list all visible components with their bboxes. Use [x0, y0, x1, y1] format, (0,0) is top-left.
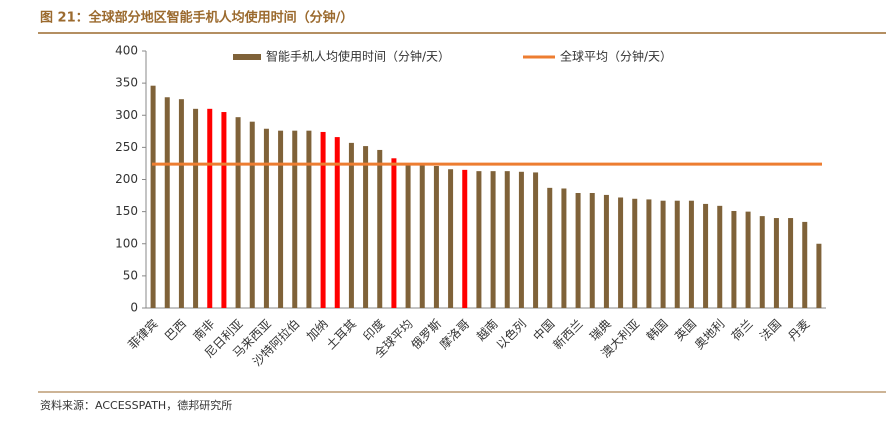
bar [292, 130, 298, 308]
bar [802, 221, 808, 308]
bar [717, 205, 723, 308]
bar [235, 117, 241, 309]
bar [745, 211, 751, 308]
bar [462, 169, 468, 308]
bar [207, 108, 213, 308]
bar [589, 192, 595, 308]
bar [306, 130, 312, 308]
bar [221, 112, 227, 308]
bar [504, 171, 510, 308]
bar [561, 188, 567, 308]
x-tick-label: 巴西 [162, 317, 189, 344]
bar [603, 194, 609, 308]
x-tick-label: 以色列 [494, 317, 529, 352]
y-tick-label: 50 [123, 268, 138, 282]
bar [518, 171, 524, 308]
x-tick-label: 奥地利 [692, 317, 727, 352]
bar [618, 197, 624, 308]
bar [249, 121, 255, 308]
bar [632, 198, 638, 308]
bar [759, 216, 765, 308]
bar [405, 164, 411, 308]
x-tick-label: 土耳其 [324, 317, 359, 352]
bar [164, 97, 170, 308]
bar [773, 218, 779, 308]
y-tick-label: 200 [115, 172, 138, 186]
x-tick-label: 荷兰 [729, 317, 756, 344]
chart-title: 图 21：全球部分地区智能手机人均使用时间（分钟/） [40, 10, 353, 26]
y-tick-label: 250 [115, 140, 138, 154]
y-tick-label: 350 [115, 76, 138, 90]
bar [278, 130, 284, 308]
y-tick-label: 0 [130, 301, 138, 315]
bar [688, 200, 694, 308]
x-tick-label: 俄罗斯 [409, 317, 444, 352]
bar [490, 171, 496, 308]
x-tick-label: 菲律宾 [125, 316, 161, 352]
bar [377, 149, 383, 308]
bar [660, 200, 666, 308]
bar [178, 99, 184, 308]
bar [533, 172, 539, 308]
y-tick-label: 100 [115, 236, 138, 250]
bar [788, 218, 794, 308]
bar [150, 85, 156, 308]
bar [448, 169, 454, 308]
bar [674, 200, 680, 308]
bar [703, 203, 709, 308]
bar [575, 192, 581, 308]
bar [391, 158, 397, 308]
bar [816, 243, 822, 308]
x-tick-label: 韩国 [643, 316, 671, 344]
bar [419, 165, 425, 308]
y-tick-label: 400 [115, 44, 138, 58]
bar [363, 146, 369, 308]
bar [348, 142, 354, 308]
bar [476, 171, 482, 308]
y-tick-label: 300 [115, 108, 138, 122]
source: 资料来源：ACCESSPATH，德邦研究所 [40, 398, 232, 412]
bar [646, 199, 652, 308]
x-tick-label: 摩洛哥 [436, 316, 472, 352]
x-tick-label: 新西兰 [550, 316, 586, 352]
bar [334, 137, 340, 308]
x-tick-label: 法国 [757, 317, 784, 344]
bar [731, 210, 737, 308]
bar [193, 108, 199, 308]
bar [433, 166, 439, 308]
y-tick-label: 150 [115, 204, 138, 218]
legend-swatch [233, 54, 261, 60]
bar [547, 187, 553, 308]
bar [263, 128, 269, 308]
bar [320, 131, 326, 308]
x-tick-label: 丹麦 [785, 317, 812, 344]
legend-label: 全球平均（分钟/天） [560, 49, 672, 64]
legend-label: 智能手机人均使用时间（分钟/天） [266, 49, 450, 64]
